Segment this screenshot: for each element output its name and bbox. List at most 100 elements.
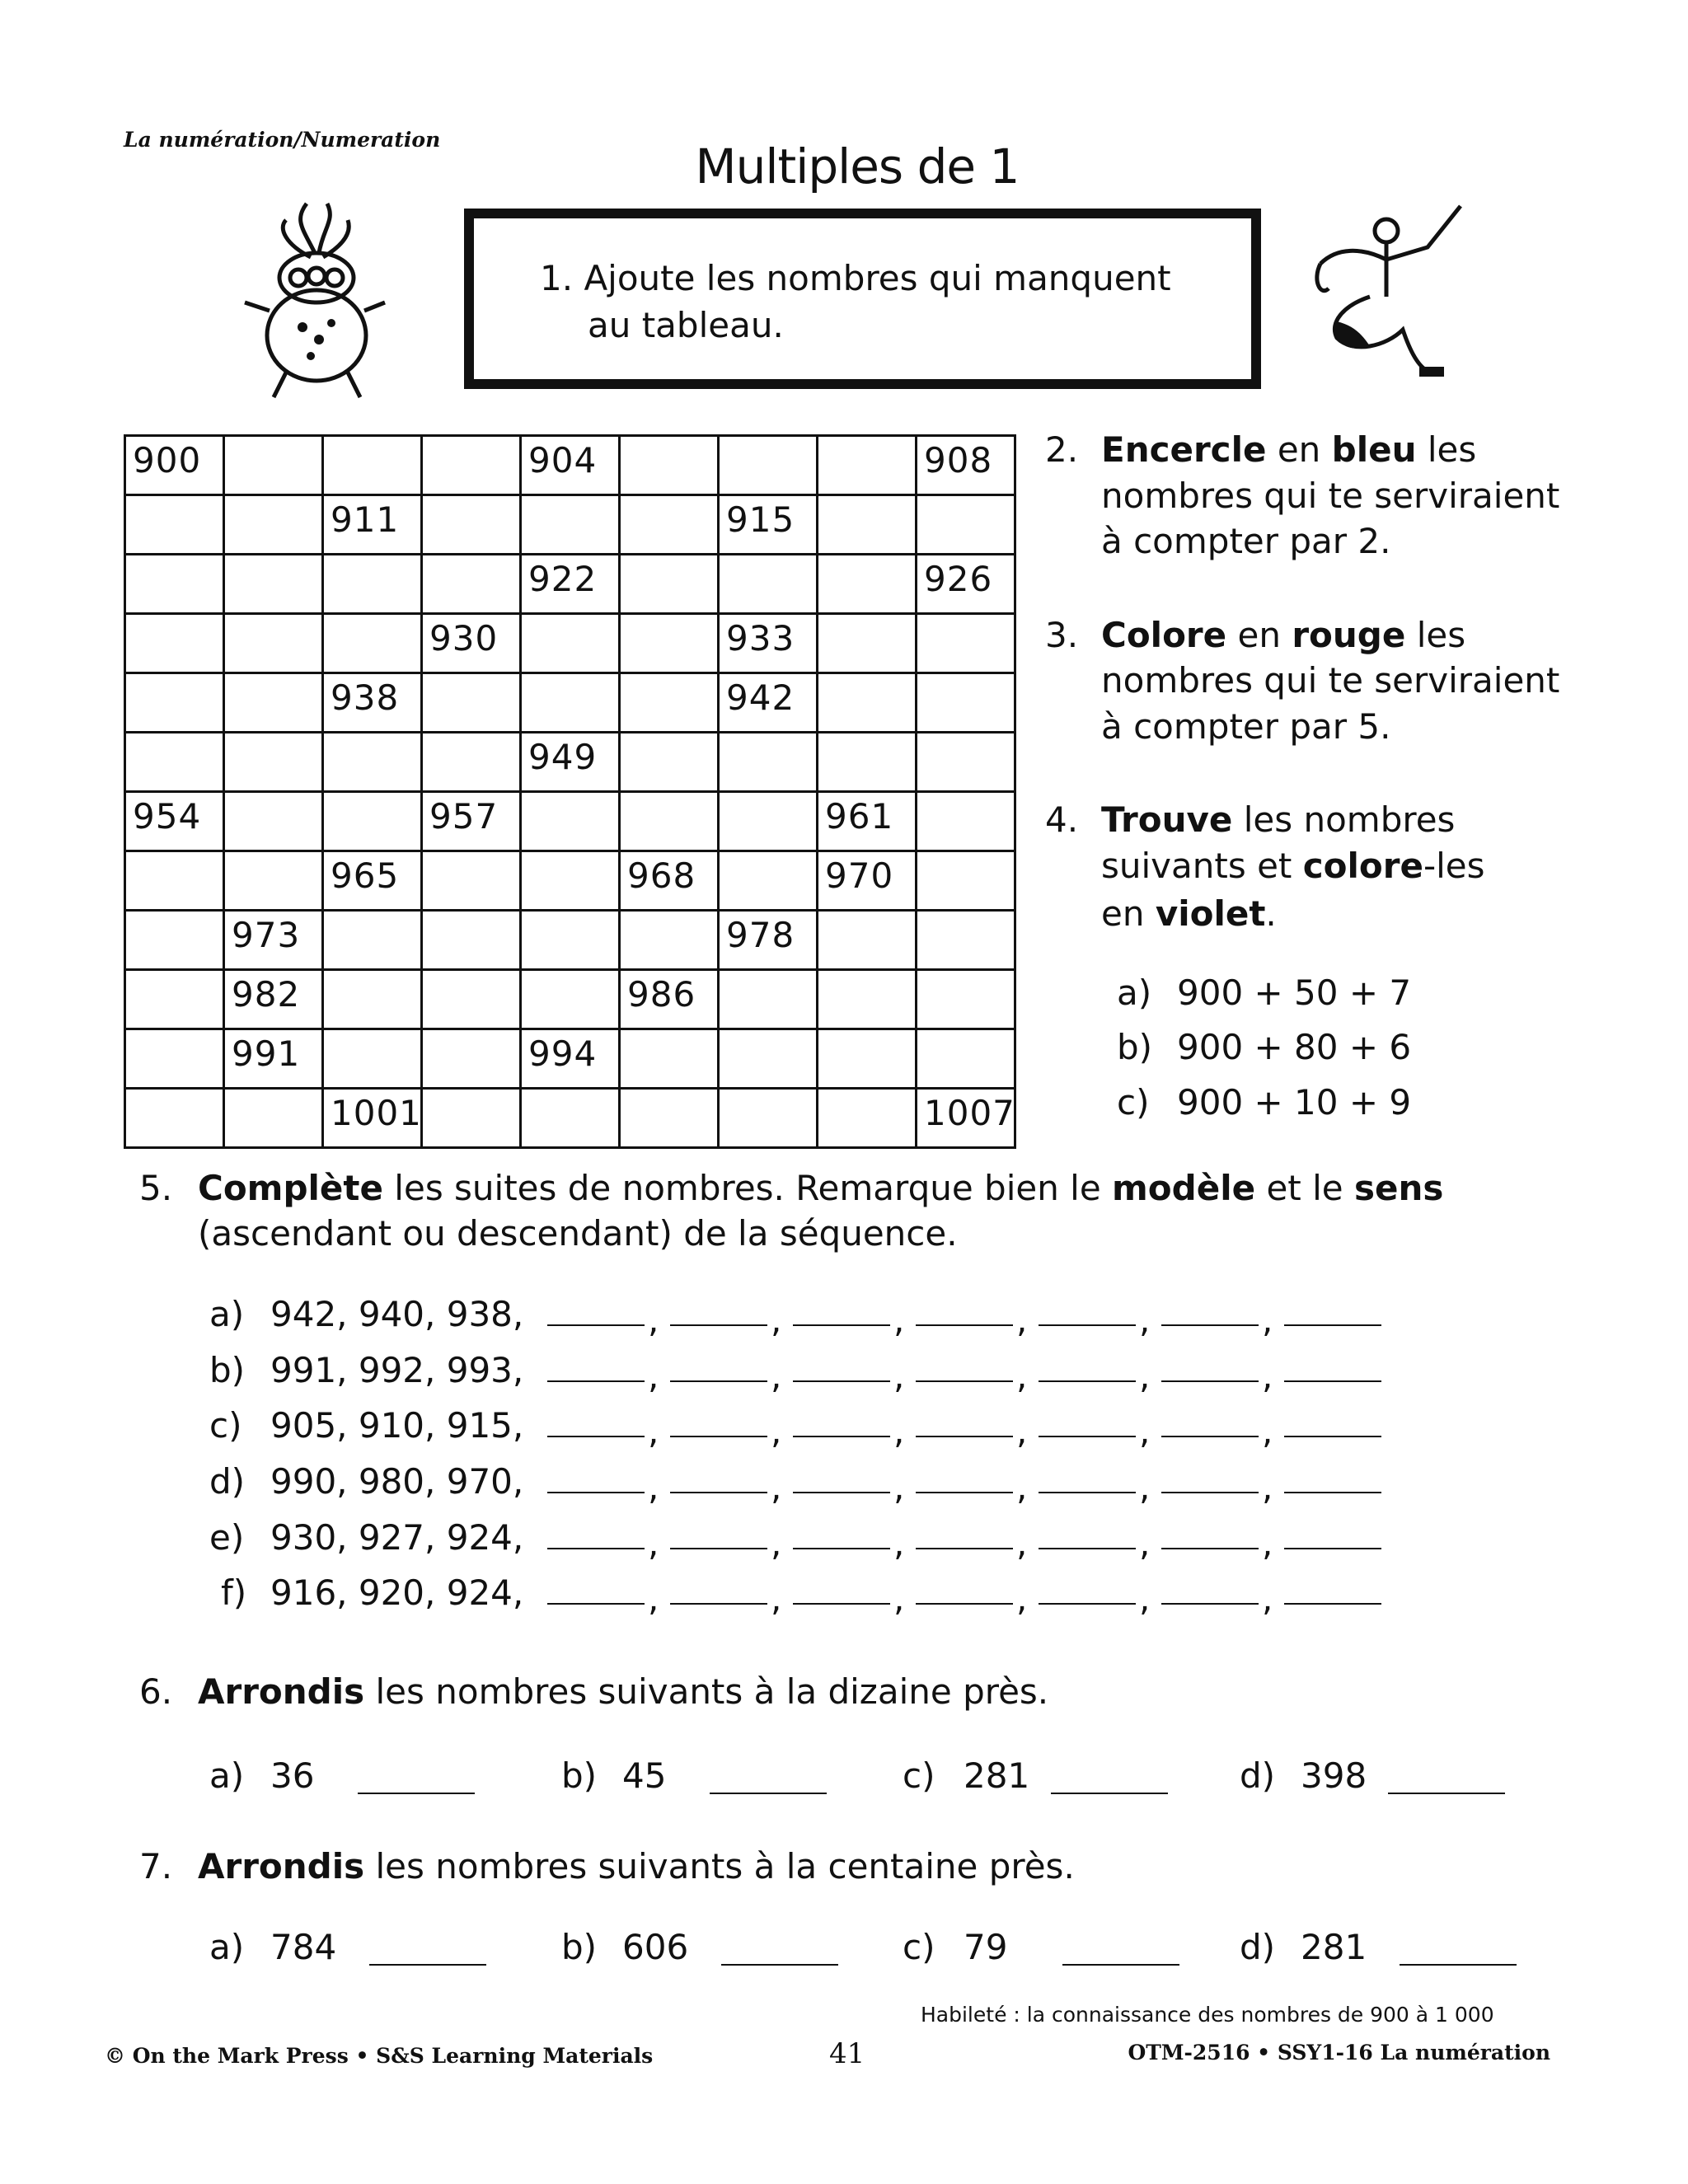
grid-cell: [818, 912, 917, 971]
grid-cell: [126, 674, 225, 733]
answer-blank[interactable]: [793, 1380, 890, 1382]
answer-blank[interactable]: [793, 1492, 890, 1493]
answer-blank[interactable]: [670, 1324, 767, 1326]
separator: ,: [893, 1300, 905, 1340]
answer-blank[interactable]: [916, 1436, 1013, 1437]
answer-blank[interactable]: [721, 1964, 838, 1966]
item-value: 79: [964, 1927, 1008, 1967]
question-text-line: Arrondis les nombres suivants à la dizai…: [198, 1671, 1048, 1713]
separator: ,: [771, 1356, 782, 1396]
answer-blank[interactable]: [710, 1793, 827, 1794]
answer-blank[interactable]: [670, 1492, 767, 1493]
emphasis-text: Arrondis: [198, 1671, 365, 1712]
grid-cell: [917, 971, 1016, 1030]
answer-blank[interactable]: [547, 1492, 645, 1493]
answer-blank[interactable]: [1039, 1603, 1136, 1605]
question-number-q3: 3.: [1045, 615, 1079, 655]
answer-blank[interactable]: [1039, 1324, 1136, 1326]
question-text-line: suivants et colore-les: [1101, 846, 1485, 887]
separator: ,: [1262, 1356, 1273, 1396]
separator: ,: [1262, 1578, 1273, 1619]
answer-blank[interactable]: [547, 1603, 645, 1605]
grid-cell: 904: [522, 437, 621, 496]
answer-blank[interactable]: [670, 1603, 767, 1605]
answer-blank[interactable]: [793, 1603, 890, 1605]
answer-blank[interactable]: [1161, 1548, 1259, 1549]
answer-blank[interactable]: [1284, 1380, 1381, 1382]
grid-cell: [522, 615, 621, 674]
question-text-line: Arrondis les nombres suivants à la centa…: [198, 1846, 1075, 1887]
grid-cell: [324, 733, 423, 793]
answer-blank[interactable]: [358, 1793, 475, 1794]
answer-blank[interactable]: [547, 1380, 645, 1382]
separator: ,: [771, 1300, 782, 1340]
answer-blank[interactable]: [1039, 1436, 1136, 1437]
answer-blank[interactable]: [670, 1380, 767, 1382]
answer-blank[interactable]: [1284, 1324, 1381, 1326]
answer-blank[interactable]: [1284, 1603, 1381, 1605]
answer-blank[interactable]: [1039, 1380, 1136, 1382]
separator: ,: [1262, 1411, 1273, 1451]
answer-blank[interactable]: [1284, 1436, 1381, 1437]
text-segment: (ascendant ou descendant) de la séquence…: [198, 1213, 958, 1254]
grid-cell: [621, 793, 720, 852]
q1-line-1: 1. Ajoute les nombres qui manquent: [540, 258, 1171, 298]
text-segment: .: [1265, 893, 1277, 934]
answer-blank[interactable]: [793, 1548, 890, 1549]
separator: ,: [893, 1467, 905, 1507]
answer-blank[interactable]: [670, 1436, 767, 1437]
answer-blank[interactable]: [1161, 1380, 1259, 1382]
grid-cell: [522, 674, 621, 733]
grid-cell: [720, 1090, 818, 1149]
item-value: 36: [270, 1755, 315, 1796]
answer-blank[interactable]: [547, 1436, 645, 1437]
grid-cell: 968: [621, 852, 720, 912]
separator: ,: [1262, 1467, 1273, 1507]
answer-blank[interactable]: [793, 1436, 890, 1437]
answer-blank[interactable]: [1039, 1548, 1136, 1549]
answer-blank[interactable]: [1388, 1793, 1505, 1794]
grid-cell: [720, 971, 818, 1030]
answer-blank[interactable]: [547, 1324, 645, 1326]
grid-cell: [818, 437, 917, 496]
answer-blank[interactable]: [1161, 1603, 1259, 1605]
answer-blank[interactable]: [916, 1603, 1013, 1605]
answer-blank[interactable]: [916, 1380, 1013, 1382]
question-number-q4: 4.: [1045, 799, 1079, 840]
text-segment: nombres qui te serviraient: [1101, 476, 1560, 516]
separator: ,: [648, 1578, 659, 1619]
separator: ,: [1016, 1300, 1028, 1340]
answer-blank[interactable]: [1161, 1436, 1259, 1437]
question-text-line: à compter par 5.: [1101, 706, 1390, 748]
answer-blank[interactable]: [916, 1548, 1013, 1549]
answer-blank[interactable]: [1161, 1492, 1259, 1493]
answer-blank[interactable]: [793, 1324, 890, 1326]
separator: ,: [771, 1467, 782, 1507]
answer-blank[interactable]: [1284, 1492, 1381, 1493]
answer-blank[interactable]: [1062, 1964, 1179, 1966]
answer-blank[interactable]: [1039, 1492, 1136, 1493]
question-number-q6: 6.: [139, 1671, 173, 1712]
answer-blank[interactable]: [1051, 1793, 1168, 1794]
answer-blank[interactable]: [1400, 1964, 1517, 1966]
item-label: d): [1240, 1927, 1276, 1967]
answer-blank[interactable]: [1284, 1548, 1381, 1549]
answer-blank[interactable]: [369, 1964, 486, 1966]
question-number-q2: 2.: [1045, 429, 1079, 470]
answer-blank[interactable]: [670, 1548, 767, 1549]
text-segment: à compter par 2.: [1101, 521, 1391, 561]
grid-cell: [324, 793, 423, 852]
grid-cell: [423, 912, 522, 971]
grid-cell: 915: [720, 496, 818, 555]
grid-cell: 949: [522, 733, 621, 793]
answer-blank[interactable]: [1161, 1324, 1259, 1326]
emphasis-text: Arrondis: [198, 1846, 365, 1886]
grid-cell: [522, 912, 621, 971]
grid-cell: [917, 496, 1016, 555]
answer-blank[interactable]: [916, 1492, 1013, 1493]
item-value: 784: [270, 1927, 337, 1967]
grid-cell: 922: [522, 555, 621, 615]
separator: ,: [648, 1356, 659, 1396]
answer-blank[interactable]: [547, 1548, 645, 1549]
answer-blank[interactable]: [916, 1324, 1013, 1326]
